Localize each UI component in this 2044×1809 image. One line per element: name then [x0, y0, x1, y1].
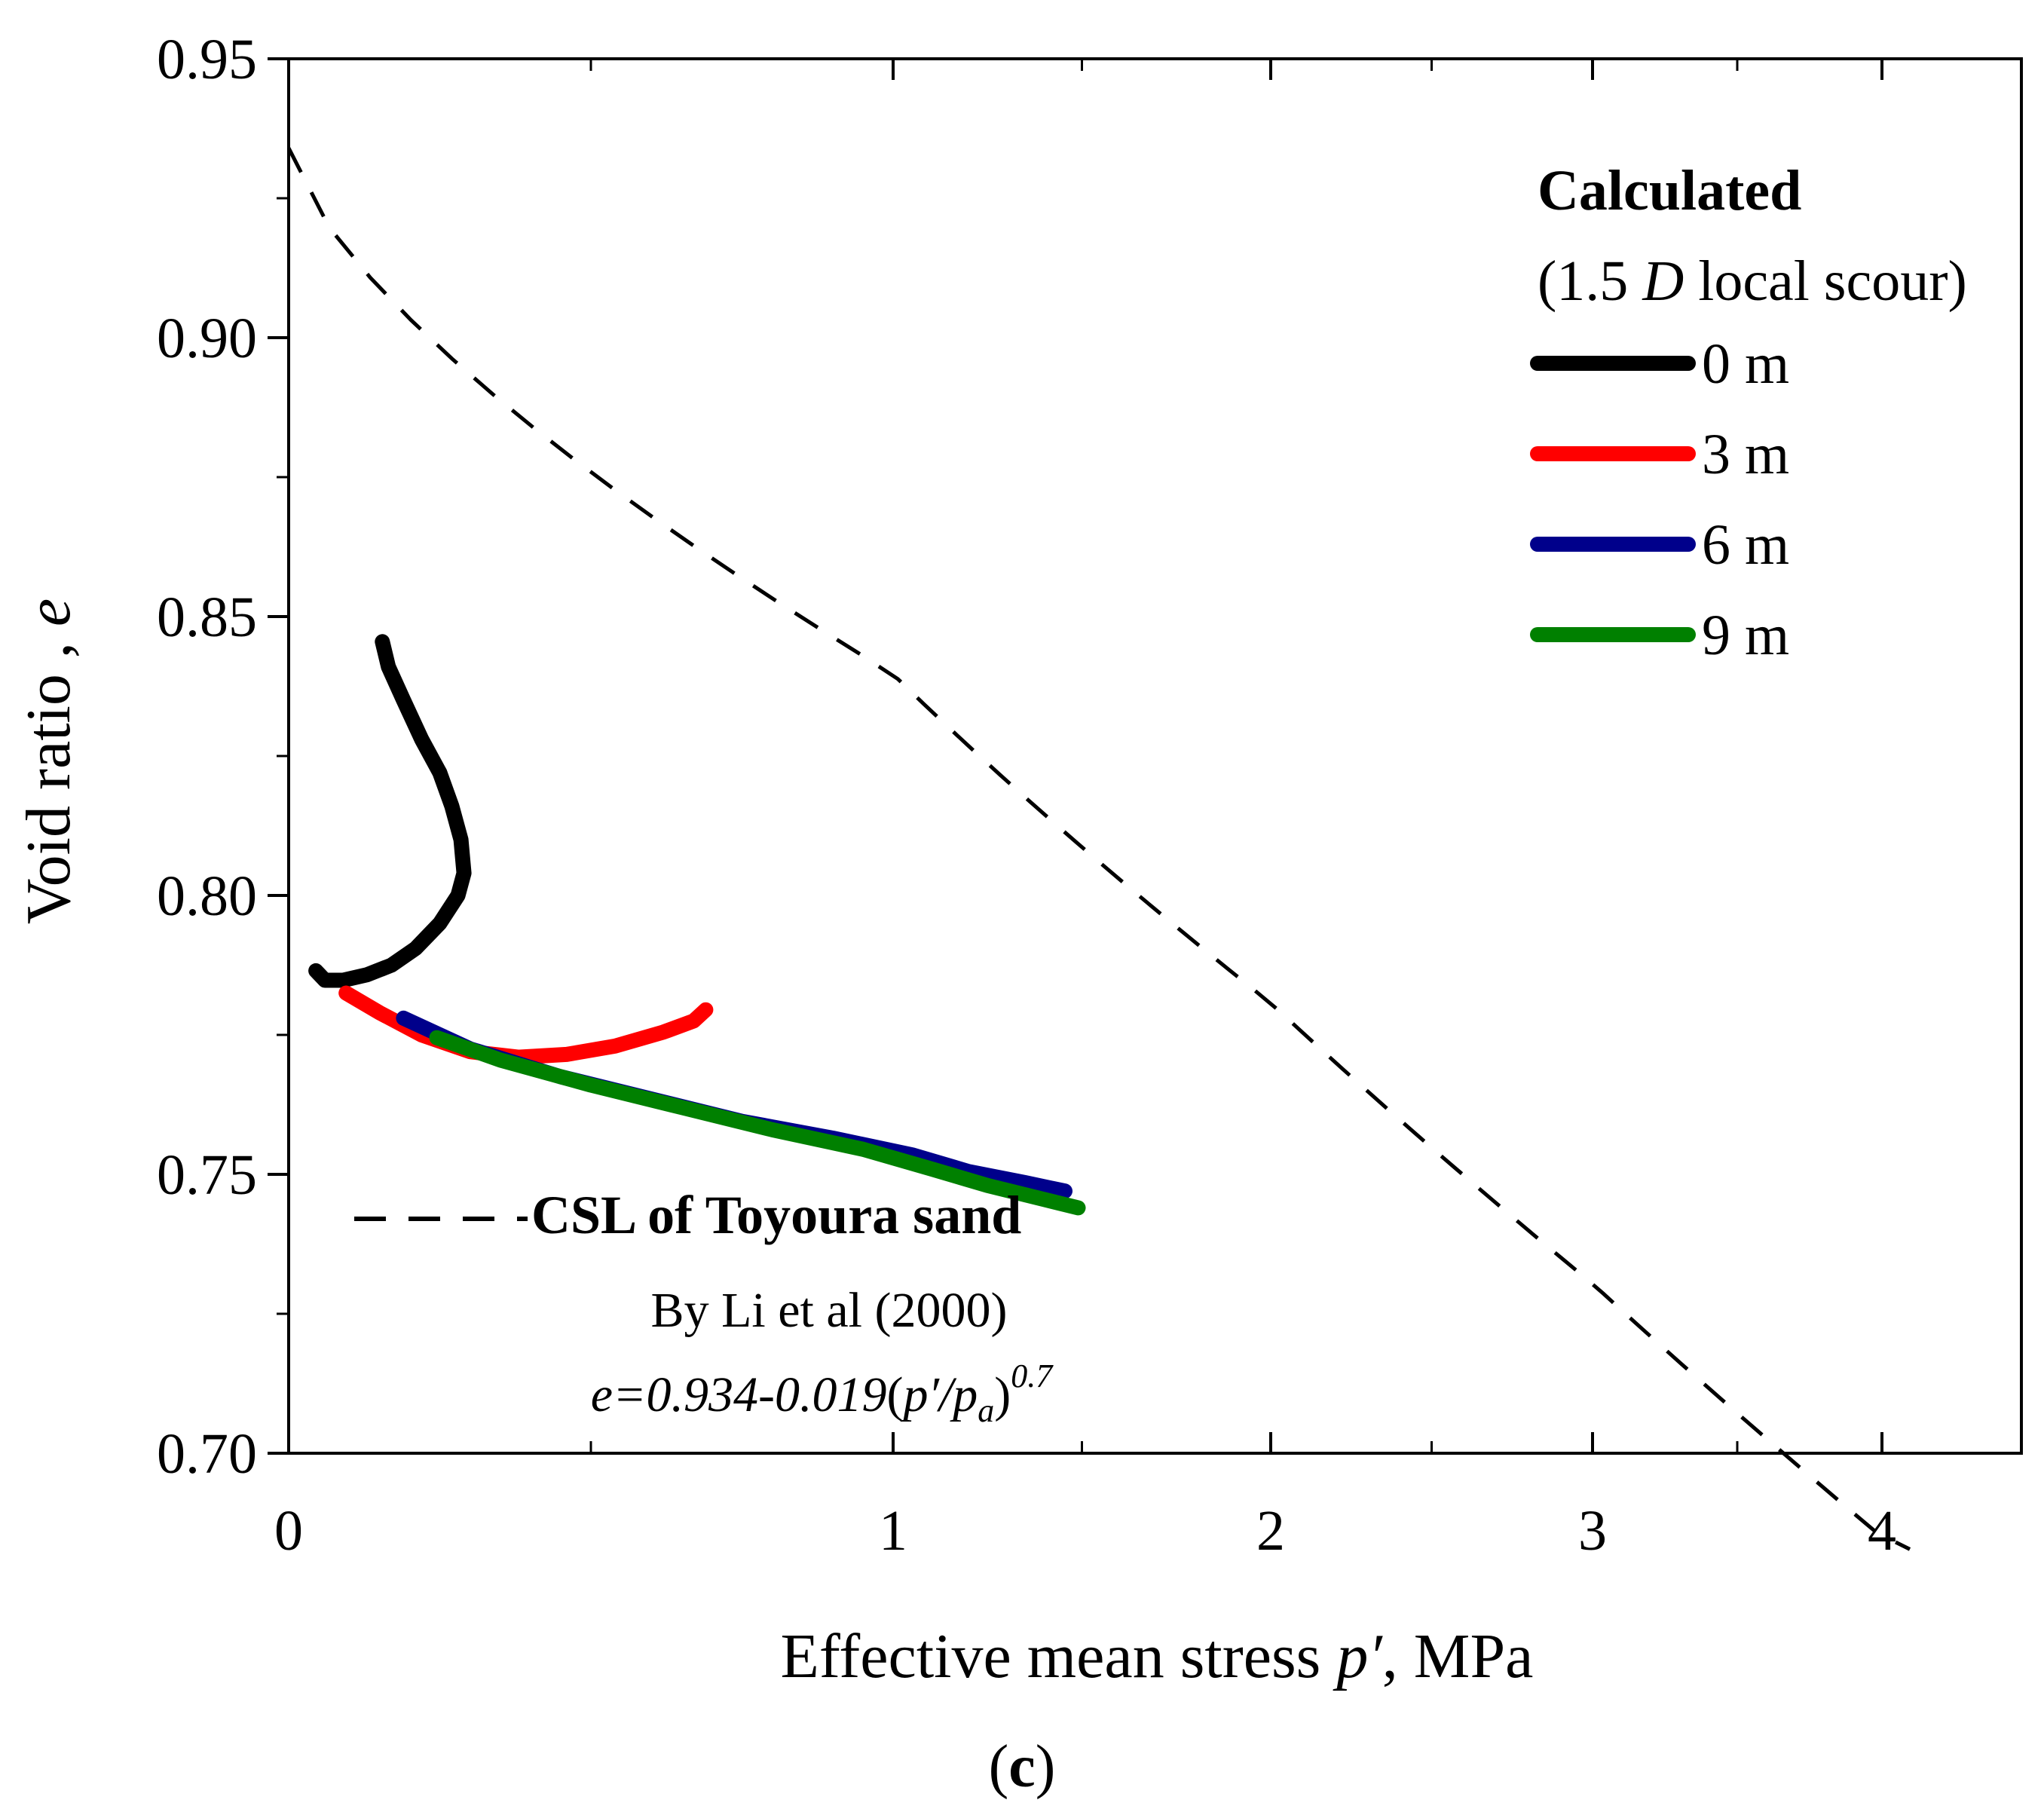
csl-label: CSL of Toyoura sand: [531, 1185, 1021, 1245]
series-line-0m: [308, 634, 472, 988]
y-tick-label: 0.70: [157, 1422, 257, 1486]
data-series: [308, 634, 1086, 1216]
series-line-6m: [396, 1010, 1072, 1199]
x-tick-label: 0: [274, 1499, 303, 1563]
series-line-3m: [338, 985, 714, 1065]
legend-label: 9 m: [1702, 604, 1789, 667]
csl-equation: e=0.934-0.019(p′/pa)0.7: [591, 1358, 1054, 1429]
x-tick-label: 1: [879, 1499, 907, 1563]
csl-annotation: CSL of Toyoura sand By Li et al (2000) e…: [354, 1185, 1054, 1429]
legend-label: 6 m: [1702, 513, 1789, 577]
y-tick-label: 0.80: [157, 865, 257, 928]
y-tick-label: 0.95: [157, 28, 257, 91]
x-axis-title: Effective mean stress p′, MPa: [781, 1621, 1534, 1691]
y-axis-title: Void ratio , e: [14, 598, 84, 924]
legend: Calculated (1.5 D local scour) 0 m 3 m 6 m…: [1530, 159, 1967, 667]
x-tick-label: 3: [1578, 1499, 1607, 1563]
legend-subtitle: (1.5 D local scour): [1538, 249, 1967, 313]
panel-label: (c): [989, 1734, 1056, 1800]
y-tick-label: 0.75: [157, 1143, 257, 1207]
csl-source: By Li et al (2000): [651, 1283, 1008, 1338]
legend-label: 0 m: [1702, 332, 1789, 396]
legend-label: 3 m: [1702, 423, 1789, 486]
legend-title: Calculated: [1538, 159, 1801, 222]
y-tick-label: 0.90: [157, 307, 257, 370]
series-line-9m: [429, 1030, 1086, 1216]
y-tick-label: 0.85: [157, 586, 257, 649]
legend-items: 0 m 3 m 6 m 9 m: [1530, 332, 1789, 667]
tick-labels: 0 1 2 3 40.700.750.800.850.900.95: [157, 28, 1896, 1563]
x-tick-label: 2: [1256, 1499, 1285, 1563]
axis-ticks: [268, 57, 1883, 1455]
